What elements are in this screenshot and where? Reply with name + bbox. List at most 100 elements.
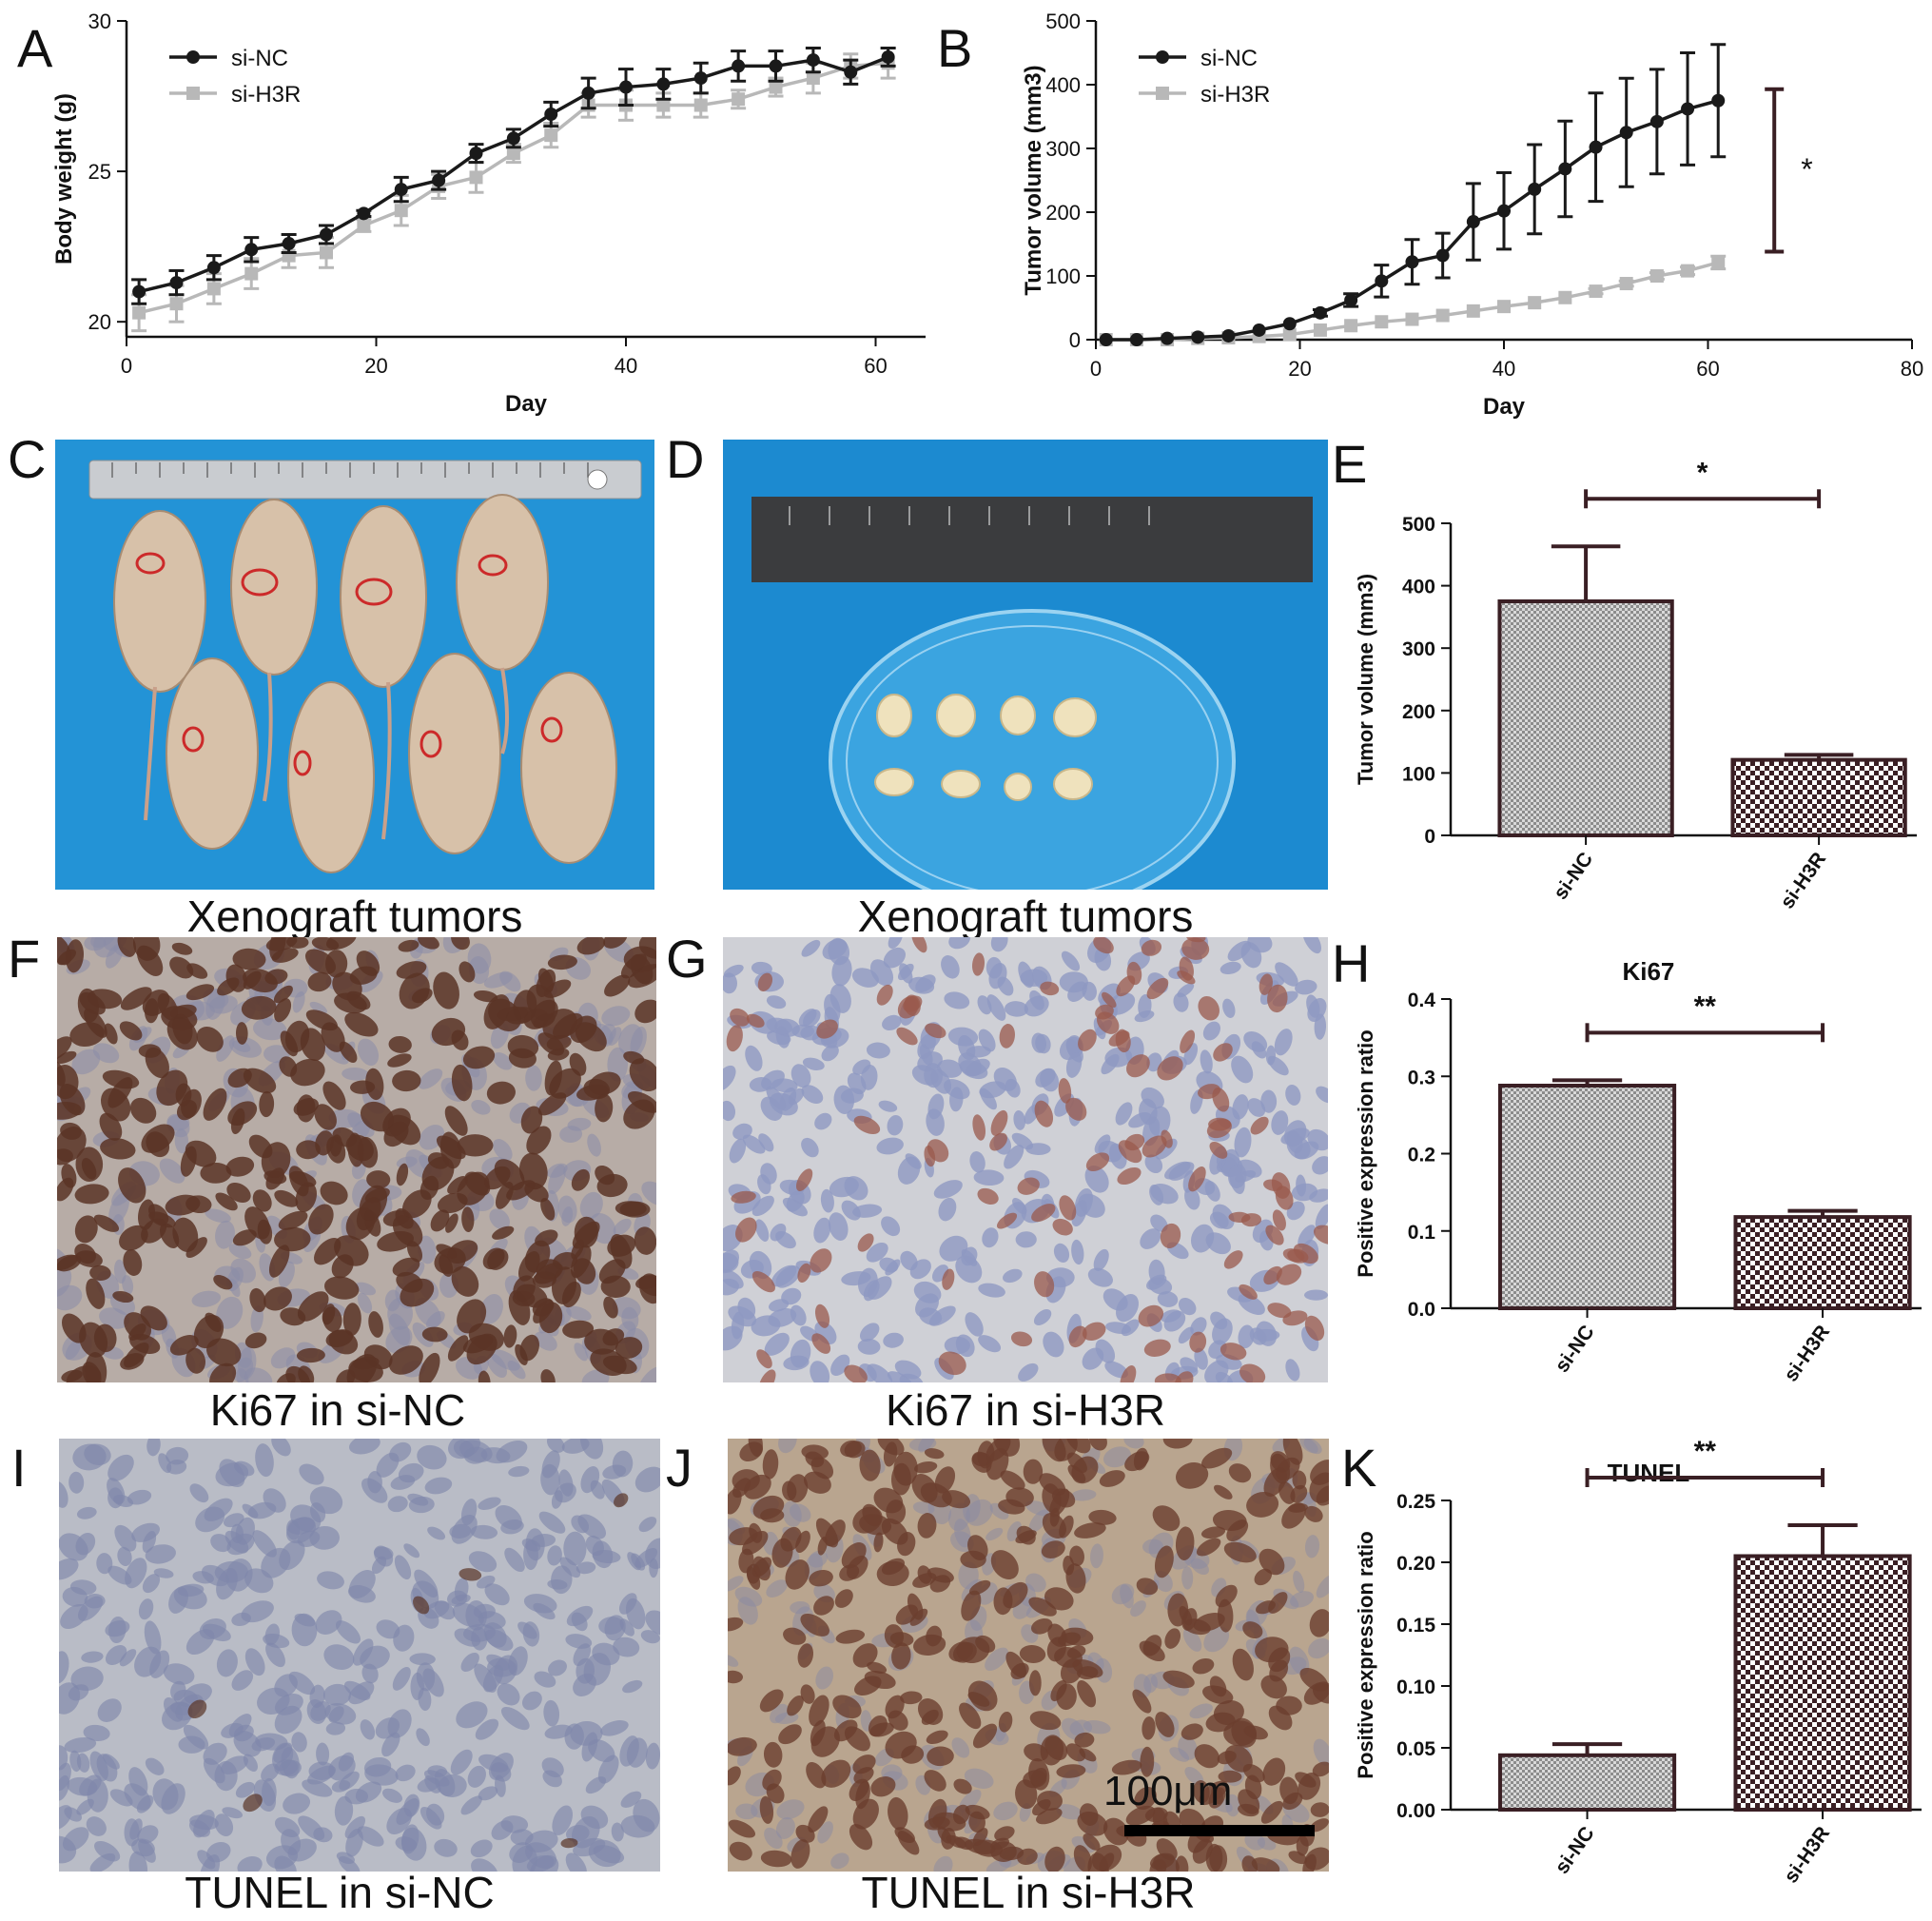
- chart-body-weight: 0 20 40 60 20 25 30 Day Body weight (g) si-NC si-H…: [51, 10, 926, 417]
- data-point-si-nc: [320, 227, 333, 242]
- x-tick-label: 0: [121, 354, 132, 378]
- category-label: si-H3R: [1780, 1823, 1834, 1888]
- category-label: si-H3R: [1776, 849, 1830, 913]
- y-tick-label: 0.0: [1408, 1299, 1435, 1321]
- panel-label-j: J: [666, 1438, 693, 1498]
- data-point-si-nc: [1589, 140, 1603, 154]
- legend-label-si-nc: si-NC: [1200, 46, 1258, 71]
- data-point-si-nc: [1466, 215, 1480, 229]
- panel-label-k: K: [1341, 1438, 1377, 1498]
- category-label: si-NC: [1551, 1322, 1598, 1377]
- data-point-si-nc: [357, 206, 371, 221]
- data-point-si-nc: [1221, 328, 1236, 343]
- y-tick-label: 500: [1402, 514, 1435, 536]
- photo-ki67-si-h3r: [723, 937, 1328, 1382]
- y-tick-label: 0.20: [1396, 1553, 1435, 1575]
- data-point-si-h3r: [1313, 323, 1327, 337]
- panel-label-d: D: [666, 429, 705, 489]
- bar-si-nc: [1497, 599, 1674, 837]
- data-point-si-h3r: [169, 297, 184, 311]
- panel-label-f: F: [8, 929, 41, 989]
- data-point-si-h3r: [1282, 327, 1297, 342]
- bar-si-h3r: [1730, 757, 1907, 837]
- data-point-si-nc: [394, 183, 408, 197]
- cell-nuclei: [59, 1439, 660, 1872]
- y-tick-label: 0.2: [1408, 1145, 1435, 1166]
- data-point-si-h3r: [1375, 315, 1389, 329]
- data-point-si-nc: [1649, 114, 1664, 128]
- data-point-si-nc: [881, 49, 895, 64]
- data-point-si-h3r: [1528, 296, 1542, 310]
- data-point-si-nc: [656, 77, 671, 91]
- category-label: si-NC: [1550, 849, 1597, 904]
- legend-marker-si-nc: [186, 50, 200, 64]
- y-tick-label: 0: [1424, 826, 1435, 848]
- data-point-si-h3r: [394, 204, 408, 218]
- y-axis-label: Positive expression ratio: [1354, 1531, 1377, 1778]
- photo-mice-xenograft: [55, 440, 654, 890]
- y-axis-label: Body weight (g): [51, 93, 77, 265]
- caption-ki67-si-h3r: Ki67 in si-H3R: [886, 1385, 1165, 1435]
- data-point-si-nc: [693, 71, 708, 86]
- photo-excised-tumors: [723, 440, 1328, 890]
- significance-label: *: [1697, 457, 1708, 488]
- data-point-si-nc: [619, 80, 633, 94]
- data-point-si-h3r: [1558, 290, 1572, 304]
- panel-label-a: A: [17, 18, 53, 78]
- y-axis-label: Tumor volume (mm3): [1021, 65, 1046, 295]
- data-point-si-h3r: [1619, 277, 1633, 291]
- data-point-si-nc: [1619, 126, 1633, 140]
- data-point-si-nc: [169, 276, 184, 290]
- bar-si-nc: [1497, 1084, 1677, 1310]
- data-point-si-nc: [1313, 305, 1327, 320]
- y-tick-label: 0.10: [1396, 1676, 1435, 1698]
- data-point-si-nc: [581, 86, 595, 100]
- category-label: si-H3R: [1780, 1322, 1834, 1386]
- legend-label-si-h3r: si-H3R: [1200, 82, 1270, 108]
- y-tick-label: 30: [88, 10, 111, 33]
- data-point-si-nc: [1711, 93, 1726, 108]
- chart-title: Ki67: [1622, 957, 1674, 986]
- y-axis-label: Positive expression ratio: [1354, 1029, 1377, 1277]
- data-point-si-nc: [1435, 248, 1450, 263]
- x-tick-label: 60: [864, 354, 887, 378]
- category-label: si-NC: [1551, 1823, 1598, 1878]
- cell-nuclei: [728, 1439, 1329, 1872]
- data-point-si-nc: [806, 53, 820, 68]
- y-tick-label: 20: [88, 310, 111, 334]
- panel-label-c: C: [8, 429, 47, 489]
- data-point-si-h3r: [1405, 312, 1419, 326]
- data-point-si-nc: [1191, 330, 1205, 344]
- y-tick-label: 200: [1045, 201, 1081, 225]
- x-tick-label: 40: [1493, 357, 1515, 381]
- data-point-si-h3r: [732, 92, 746, 107]
- x-tick-label: 20: [1288, 357, 1311, 381]
- y-tick-label: 0.1: [1408, 1222, 1436, 1244]
- y-tick-label: 0: [1069, 328, 1081, 352]
- data-point-si-h3r: [1711, 255, 1726, 269]
- legend-label-si-nc: si-NC: [231, 46, 288, 71]
- chart-title: TUNEL: [1608, 1459, 1690, 1487]
- y-axis-label: Tumor volume (mm3): [1354, 574, 1377, 785]
- data-point-si-h3r: [1649, 269, 1664, 283]
- data-point-si-nc: [844, 65, 858, 79]
- data-point-si-nc: [132, 284, 146, 299]
- photo-tunel-si-h3r: [728, 1439, 1329, 1872]
- data-point-si-h3r: [693, 98, 708, 112]
- y-tick-label: 0.15: [1396, 1615, 1435, 1637]
- y-tick-label: 0.05: [1396, 1738, 1435, 1760]
- x-axis-label: Day: [1483, 394, 1526, 419]
- x-tick-label: 0: [1090, 357, 1102, 381]
- legend-marker-si-nc: [1156, 50, 1169, 64]
- bar-si-h3r: [1733, 1554, 1912, 1812]
- data-point-si-h3r: [1466, 304, 1480, 318]
- y-tick-label: 0.3: [1408, 1067, 1435, 1088]
- data-point-si-nc: [1252, 323, 1266, 337]
- data-point-si-h3r: [244, 266, 259, 281]
- data-point-si-h3r: [1435, 308, 1450, 323]
- y-tick-label: 200: [1402, 701, 1435, 723]
- data-point-si-h3r: [132, 305, 146, 320]
- cell-nuclei: [57, 937, 656, 1382]
- caption-tunel-si-h3r: TUNEL in si-H3R: [861, 1868, 1196, 1917]
- data-point-si-h3r: [656, 98, 671, 112]
